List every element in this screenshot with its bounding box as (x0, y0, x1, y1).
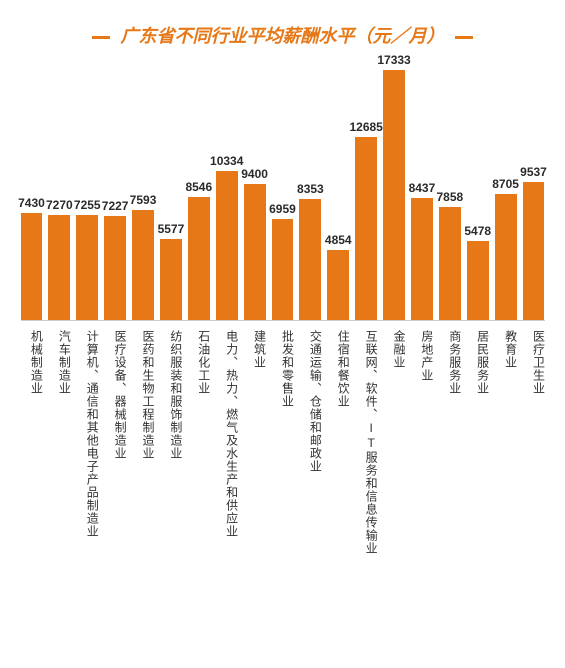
bar-rect (439, 207, 461, 321)
x-axis-label: 医疗设备、器械制造业 (104, 320, 126, 620)
bar: 8353 (299, 199, 321, 320)
bar-rect (132, 210, 154, 320)
bar: 5577 (160, 239, 182, 320)
bar-value-label: 9400 (241, 167, 268, 181)
bar: 9537 (523, 182, 545, 320)
x-axis-label: 互联网、软件、IT服务和信息传输业 (355, 320, 377, 620)
bar: 8546 (188, 197, 210, 320)
bar-value-label: 8705 (492, 177, 519, 191)
bar-rect (21, 213, 43, 320)
bar-rect (355, 137, 377, 320)
bar: 10334 (216, 171, 238, 320)
x-axis-label: 交通运输、仓储和邮政业 (299, 320, 321, 620)
bar: 8705 (495, 194, 517, 320)
bar-rect (495, 194, 517, 320)
bar-value-label: 6959 (269, 202, 296, 216)
bar-value-label: 7858 (436, 190, 463, 204)
x-axis-label: 电力、热力、燃气及水生产和供应业 (216, 320, 238, 620)
x-axis-label: 教育业 (495, 320, 517, 620)
bar-rect (327, 250, 349, 320)
bar: 5478 (467, 241, 489, 320)
x-axis-label: 住宿和餐饮业 (327, 320, 349, 620)
bar-value-label: 7270 (46, 198, 73, 212)
bar: 7255 (76, 215, 98, 320)
bar: 12685 (355, 137, 377, 320)
bars-container: 7430727072557227759355778546103349400695… (13, 60, 553, 320)
x-axis-label: 房地产业 (411, 320, 433, 620)
bar-rect (272, 219, 294, 320)
bar-value-label: 8437 (409, 181, 436, 195)
bar-value-label: 9537 (520, 165, 547, 179)
bar: 6959 (272, 219, 294, 320)
x-axis-label: 金融业 (383, 320, 405, 620)
title-dash-right (455, 36, 473, 39)
bar-value-label: 12685 (349, 120, 382, 134)
chart-title: 广东省不同行业平均薪酬水平（元／月） (121, 22, 445, 48)
x-axis-label: 批发和零售业 (272, 320, 294, 620)
x-axis-label: 居民服务业 (467, 320, 489, 620)
bar-rect (383, 70, 405, 320)
bar-rect (160, 239, 182, 320)
bar: 17333 (383, 70, 405, 320)
bar: 7227 (104, 216, 126, 320)
bar: 7270 (48, 215, 70, 320)
bar-rect (48, 215, 70, 320)
bar-value-label: 17333 (377, 53, 410, 67)
bar-rect (104, 216, 126, 320)
bar: 8437 (411, 198, 433, 320)
x-axis-label: 医疗卫生业 (523, 320, 545, 620)
bar-value-label: 5577 (158, 222, 185, 236)
bar-chart: 7430727072557227759355778546103349400695… (13, 60, 553, 320)
bar-value-label: 10334 (210, 154, 243, 168)
chart-title-row: 广东省不同行业平均薪酬水平（元／月） (0, 0, 565, 60)
bar-value-label: 7430 (18, 196, 45, 210)
bar-rect (216, 171, 238, 320)
x-axis-label: 商务服务业 (439, 320, 461, 620)
bar-rect (523, 182, 545, 320)
bar-rect (299, 199, 321, 320)
bar-value-label: 8353 (297, 182, 324, 196)
bar-value-label: 7227 (102, 199, 129, 213)
x-axis-label: 汽车制造业 (48, 320, 70, 620)
x-axis-label: 计算机、通信和其他电子产品制造业 (76, 320, 98, 620)
bar-rect (411, 198, 433, 320)
x-axis-label: 机械制造业 (21, 320, 43, 620)
bar: 9400 (244, 184, 266, 320)
bar-rect (467, 241, 489, 320)
bar-value-label: 8546 (185, 180, 212, 194)
bar-value-label: 7255 (74, 198, 101, 212)
x-axis-label: 石油化工业 (188, 320, 210, 620)
bar: 7593 (132, 210, 154, 320)
bar-value-label: 4854 (325, 233, 352, 247)
x-axis-label: 纺织服装和服饰制造业 (160, 320, 182, 620)
bar-value-label: 5478 (464, 224, 491, 238)
bar: 7858 (439, 207, 461, 321)
x-axis-label: 建筑业 (244, 320, 266, 620)
bar-rect (188, 197, 210, 320)
bar: 7430 (21, 213, 43, 320)
x-axis-label: 医药和生物工程制造业 (132, 320, 154, 620)
title-dash-left (92, 36, 110, 39)
bar-rect (76, 215, 98, 320)
bar-value-label: 7593 (130, 193, 157, 207)
bar: 4854 (327, 250, 349, 320)
bar-rect (244, 184, 266, 320)
x-axis-labels: 机械制造业汽车制造业计算机、通信和其他电子产品制造业医疗设备、器械制造业医药和生… (13, 320, 553, 620)
